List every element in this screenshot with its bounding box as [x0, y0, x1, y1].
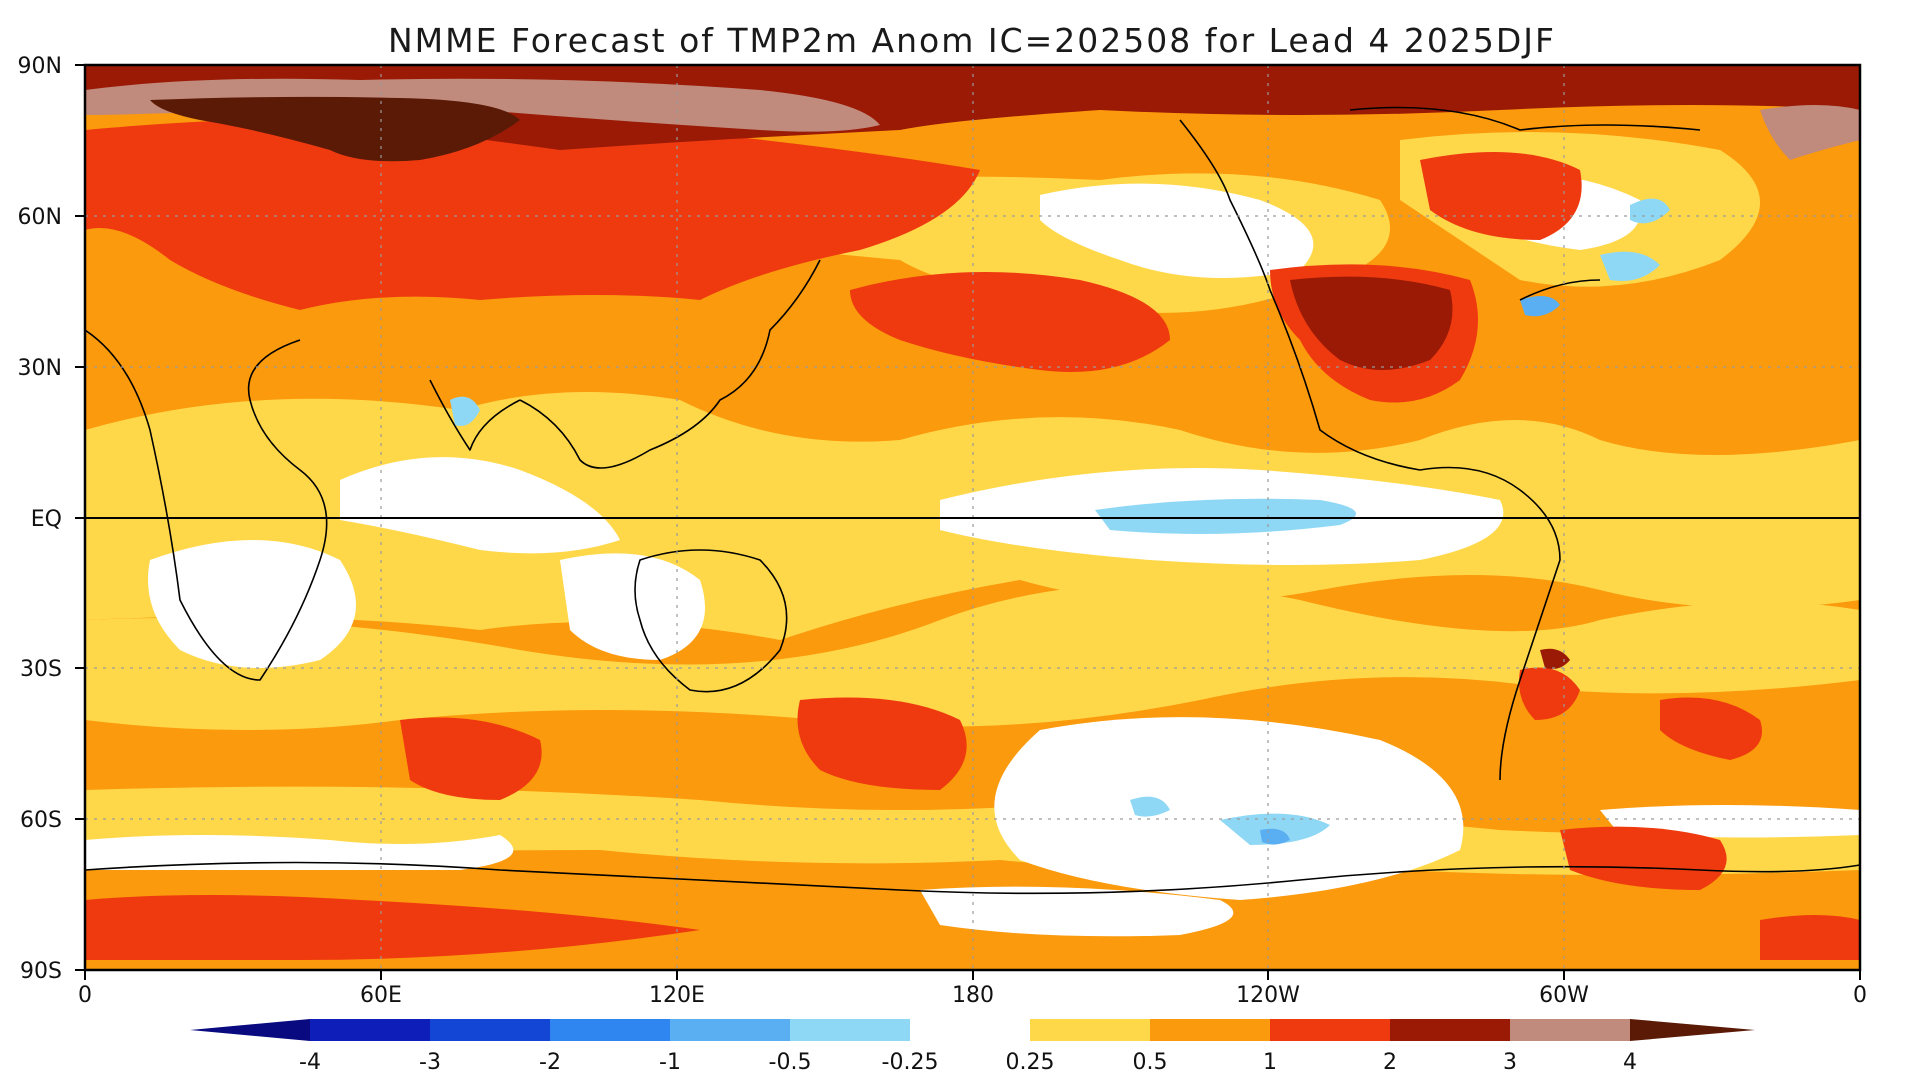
legend-swatch-p1-p2 [1270, 1019, 1390, 1041]
legend-swatch-neutral [910, 1019, 1030, 1041]
legend-label-neg3: -3 [419, 1050, 441, 1075]
legend-label-neg4: -4 [299, 1050, 321, 1075]
legend-label-p3: 3 [1503, 1050, 1517, 1075]
map-title: NMME Forecast of TMP2m Anom IC=202508 fo… [388, 21, 1556, 60]
lat-label-30s: 30S [20, 657, 62, 682]
legend-label-p05: 0.5 [1133, 1050, 1168, 1075]
legend-swatch-neg3-neg2 [430, 1019, 550, 1041]
legend-swatch-p2-p3 [1390, 1019, 1510, 1041]
legend-label-neg2: -2 [539, 1050, 561, 1075]
lat-label-90n: 90N [18, 54, 62, 79]
anomaly-gt-4-regions [150, 96, 520, 162]
legend-label-neg025: -0.25 [882, 1050, 939, 1075]
legend-label-neg05: -0.5 [769, 1050, 812, 1075]
legend-label-p025: 0.25 [1006, 1050, 1055, 1075]
legend-label-neg1: -1 [659, 1050, 681, 1075]
lon-label-60e: 60E [360, 983, 402, 1008]
lon-label-0-right: 0 [1853, 983, 1867, 1008]
legend-label-p1: 1 [1263, 1050, 1277, 1075]
lat-label-60s: 60S [20, 808, 62, 833]
legend-swatch-neg05-neg025 [790, 1019, 910, 1041]
color-legend: -4 -3 -2 -1 -0.5 -0.25 0.25 0.5 1 2 3 4 [190, 1019, 1755, 1075]
lon-label-120e: 120E [649, 983, 705, 1008]
legend-swatch-neg4-neg3 [310, 1019, 430, 1041]
legend-swatch-neg1-neg05 [670, 1019, 790, 1041]
coastlines [85, 106, 1860, 895]
lon-label-120w: 120W [1236, 983, 1300, 1008]
lat-label-30n: 30N [18, 356, 62, 381]
legend-swatch-lt-neg4 [190, 1019, 310, 1041]
longitude-axis: 0 60E 120E 180 120W 60W 0 [78, 970, 1867, 1008]
lon-label-60w: 60W [1539, 983, 1589, 1008]
legend-swatch-neg2-neg1 [550, 1019, 670, 1041]
lat-label-90s: 90S [20, 959, 62, 984]
lon-label-0-left: 0 [78, 983, 92, 1008]
legend-label-p2: 2 [1383, 1050, 1397, 1075]
lat-label-eq: EQ [31, 507, 62, 532]
lon-label-180: 180 [952, 983, 994, 1008]
legend-swatch-p05-p1 [1150, 1019, 1270, 1041]
legend-label-p4: 4 [1623, 1050, 1637, 1075]
legend-swatch-p3-p4 [1510, 1019, 1630, 1041]
lat-label-60n: 60N [18, 205, 62, 230]
map-panel [85, 65, 1860, 970]
latitude-axis: 90N 60N 30N EQ 30S 60S 90S [18, 54, 85, 984]
anomaly-1-2-regions [85, 116, 1860, 960]
legend-swatch-gt-p4 [1630, 1019, 1755, 1041]
legend-swatch-p025-p05 [1030, 1019, 1150, 1041]
